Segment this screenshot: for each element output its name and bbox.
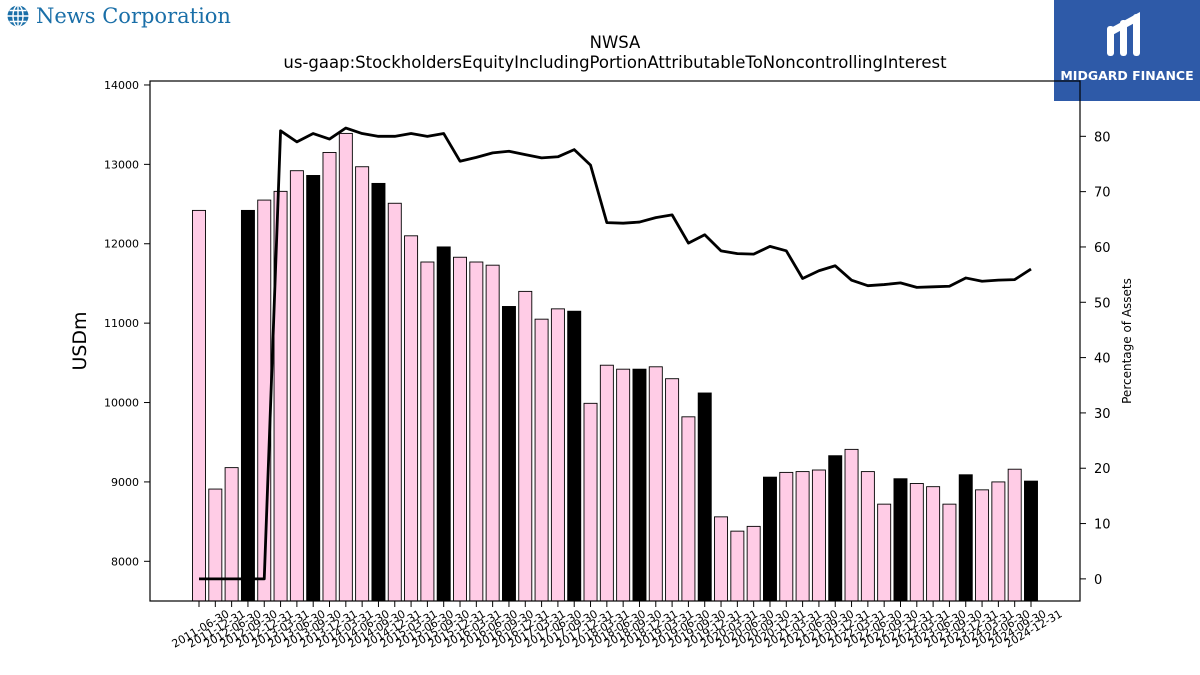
bar [616,368,631,602]
bar [828,455,843,602]
bar [387,202,402,602]
bar [975,489,990,602]
bar [289,170,304,602]
bar [1007,468,1022,602]
y-tick-label: 14000 [104,79,139,92]
bar [893,478,908,602]
bar [420,261,435,602]
bar [583,402,598,602]
bar [355,166,370,602]
y-tick-label: 13000 [104,158,139,171]
bar [550,308,565,602]
y2-tick-label: 80 [1094,130,1111,145]
bar [730,530,745,602]
y2-axis-label: Percentage of Assets [1120,278,1134,404]
bar [958,474,973,602]
y-axis-label: USDm [69,311,91,370]
bar [991,481,1006,602]
y-tick-label: 12000 [104,238,139,251]
y-tick-label: 8000 [111,555,139,568]
percentage-line [199,126,1032,581]
bar [926,486,941,602]
bar [746,525,761,602]
bar [681,416,696,602]
bar [306,175,321,602]
bar [811,469,826,602]
chart-subtitle: us-gaap:StockholdersEquityIncludingPorti… [283,53,947,72]
bar [714,516,729,602]
plot-frame [149,80,1081,602]
bar [877,503,892,602]
bar [469,261,484,602]
bar [795,471,810,602]
y2-tick-label: 60 [1094,241,1111,256]
left-y-axis: 8000 9000 10000 11000 12000 13000 14000 [104,79,150,568]
bar [779,471,794,602]
brand-logo: News Corporation [6,4,231,28]
bar [192,209,206,602]
bar [763,476,777,602]
bar [909,483,924,602]
brand-name: News Corporation [36,4,231,28]
y2-tick-label: 30 [1094,407,1111,422]
y2-tick-label: 40 [1094,352,1111,367]
bar [338,132,353,602]
y2-tick-label: 50 [1094,296,1111,311]
globe-icon [7,4,29,28]
badge-text: MIDGARD FINANCE [1060,68,1194,83]
bar [371,182,386,602]
y2-tick-label: 0 [1094,573,1102,588]
bar [844,448,859,602]
bar [501,306,516,602]
chart-title: NWSA [590,33,641,52]
bar [485,264,500,602]
y-tick-label: 10000 [104,397,139,410]
bar [518,290,533,602]
bar [1024,480,1038,602]
x-axis: 2011-06-302011-12-312012-06-302012-09-30… [170,601,1065,651]
bar [648,366,663,602]
y-tick-label: 11000 [104,317,139,330]
bar [632,368,647,602]
bar [322,151,337,602]
bar [453,256,467,602]
bar [534,318,549,602]
right-y-axis: 0 10 20 30 40 50 60 70 80 [1080,130,1111,588]
bar [224,467,239,602]
bar [436,246,451,602]
y2-tick-label: 20 [1094,462,1111,477]
bar [697,392,712,602]
midgard-logo-icon [1107,12,1140,56]
bar [208,488,223,602]
bar [404,235,419,602]
bar [665,378,680,602]
y-tick-label: 9000 [111,476,139,489]
bar [567,310,582,602]
y2-tick-label: 70 [1094,186,1111,201]
midgard-badge: MIDGARD FINANCE [1054,0,1200,101]
y2-tick-label: 10 [1094,518,1111,533]
bar [240,209,255,602]
bar-series [192,132,1038,602]
bar [860,471,875,602]
bar [599,364,614,602]
bar [942,503,957,602]
